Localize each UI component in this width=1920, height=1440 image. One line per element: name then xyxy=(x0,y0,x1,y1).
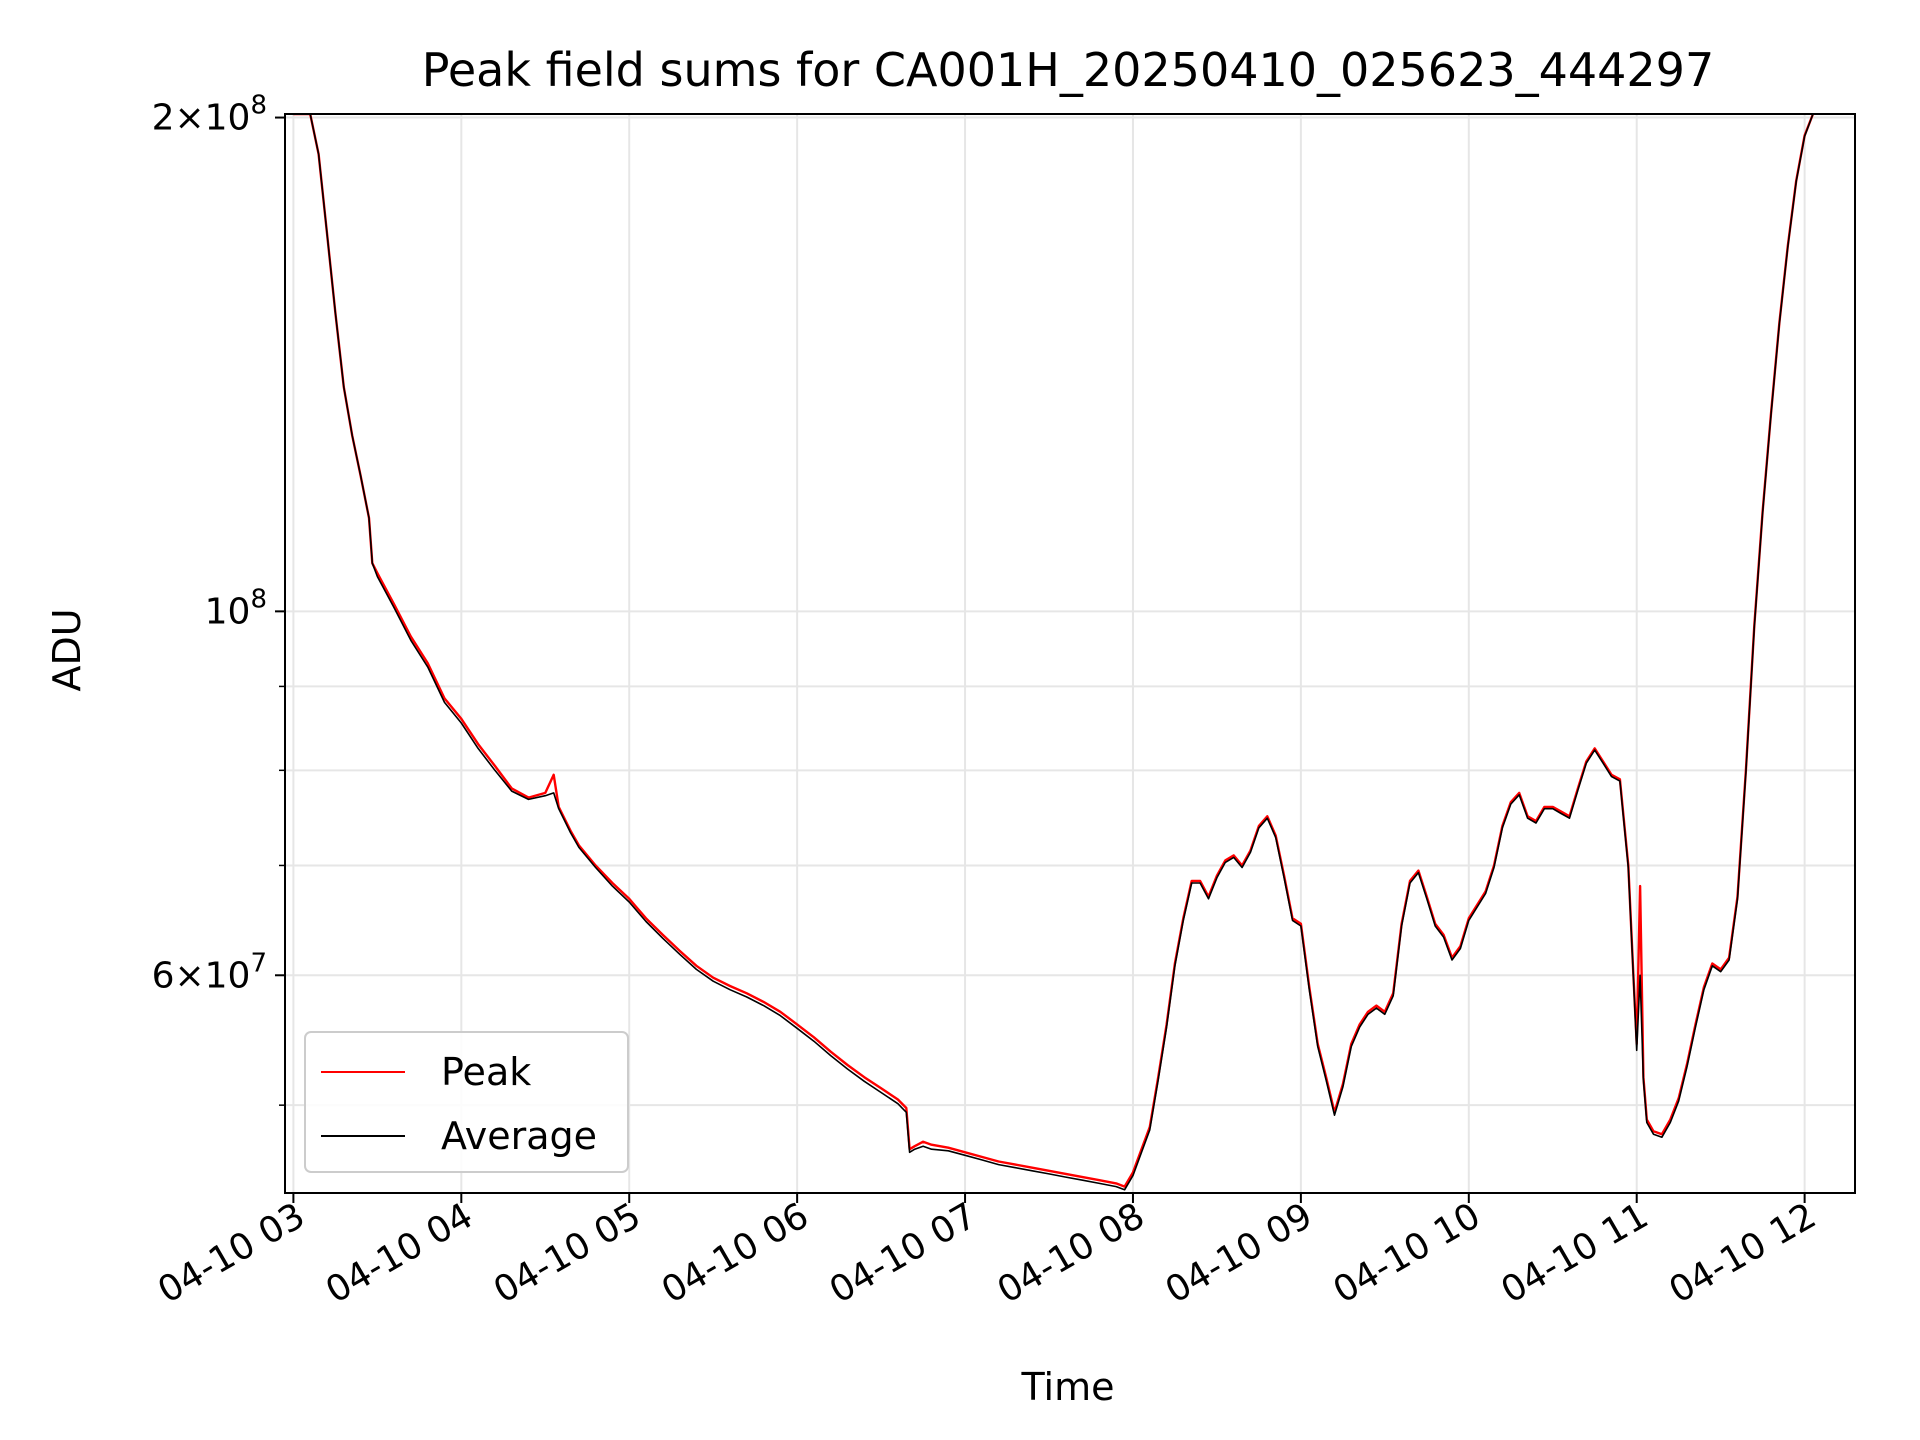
series-layer xyxy=(293,114,1815,1191)
legend: Peak Average xyxy=(304,1031,629,1173)
grid xyxy=(285,114,1855,1193)
y-tick-label: 6×107 xyxy=(152,948,267,996)
plot-frame xyxy=(284,113,1856,1194)
y-axis-label: ADU xyxy=(45,608,89,691)
x-axis-label: Time xyxy=(1021,1365,1115,1409)
y-tick-label: 2×108 xyxy=(152,91,267,139)
legend-label: Peak xyxy=(441,1050,531,1094)
legend-label: Average xyxy=(441,1114,597,1158)
chart-title: Peak field sums for CA001H_20250410_0256… xyxy=(422,43,1714,97)
y-tick-label: 108 xyxy=(205,584,267,632)
series-line-average xyxy=(293,114,1814,1191)
